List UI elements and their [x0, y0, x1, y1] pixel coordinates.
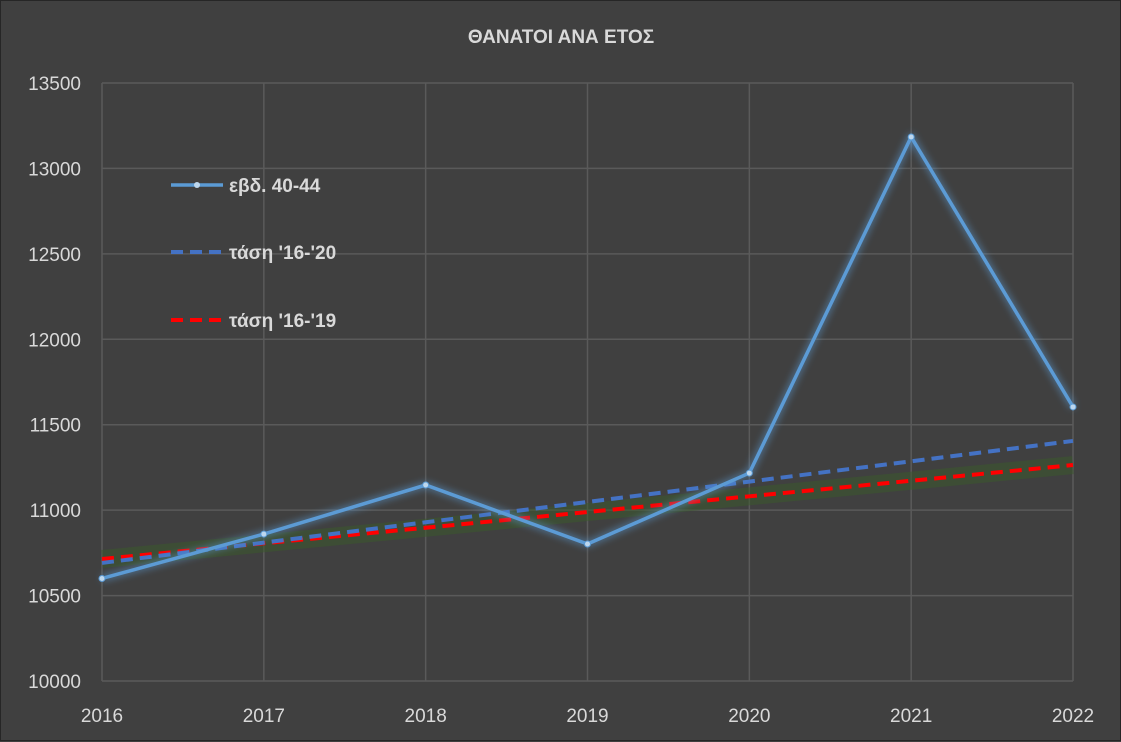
y-tick-label: 13500	[28, 74, 81, 95]
x-tick-label: 2018	[405, 706, 447, 727]
y-tick-label: 11500	[30, 416, 81, 437]
chart-title: ΘΑΝΑΤΟΙ ΑΝΑ ΕΤΟΣ	[468, 27, 654, 48]
x-tick-label: 2020	[728, 706, 770, 727]
series-line-1	[101, 438, 1074, 565]
x-tick-label: 2016	[81, 706, 123, 727]
x-tick-label: 2022	[1052, 706, 1094, 727]
x-tick-label: 2017	[243, 706, 285, 727]
x-tick-label: 2021	[890, 706, 932, 727]
y-tick-label: 10000	[28, 672, 81, 693]
legend-label-1: τάση '16-'20	[229, 243, 336, 264]
legend-label-0: εβδ. 40-44	[229, 176, 321, 197]
data-point	[98, 574, 106, 582]
data-point	[584, 540, 591, 548]
legend-marker	[194, 182, 200, 188]
legend-label-2: τάση '16-'19	[229, 311, 336, 332]
y-tick-label: 10500	[28, 587, 81, 608]
y-tick-label: 12000	[28, 330, 81, 351]
data-point	[260, 530, 268, 538]
y-tick-label: 13000	[28, 159, 81, 180]
x-tick-label: 2019	[566, 706, 608, 727]
data-point	[1069, 403, 1077, 411]
data-point	[745, 469, 753, 477]
data-point	[422, 481, 430, 489]
y-tick-label: 11000	[30, 501, 81, 522]
data-point	[907, 133, 915, 141]
y-tick-label: 12500	[28, 245, 81, 266]
